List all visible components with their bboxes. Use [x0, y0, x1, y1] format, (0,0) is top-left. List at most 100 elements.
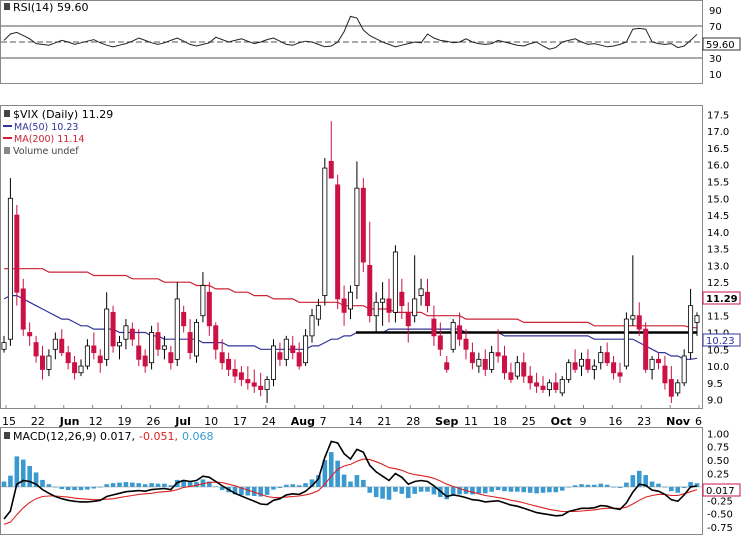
date-label: 25 [522, 415, 536, 428]
ma50-last-badge: 10.23 [702, 333, 741, 347]
candle-body [270, 345, 276, 380]
macd-hist-bar [540, 486, 546, 493]
rsi-tick-label: 10 [709, 70, 722, 81]
candle-body [681, 355, 687, 384]
rsi-tick-label: 90 [709, 6, 722, 17]
macd-tick-label: 0.50 [707, 456, 729, 467]
candle-body [399, 291, 405, 307]
candle-body [277, 352, 283, 360]
candle-body [457, 325, 463, 340]
macd-hist-bar [559, 486, 565, 491]
candle-body [97, 355, 103, 364]
candle-body [521, 362, 527, 377]
macd-hist-bar [104, 484, 109, 487]
price-tick-label: 16.5 [707, 144, 729, 155]
macd-hist-bar [149, 483, 154, 487]
candle-body [296, 352, 302, 367]
macd-hist-bar [688, 482, 693, 487]
candle-body [78, 365, 84, 374]
macd-hist-bar [33, 472, 39, 487]
macd-hist-bar [162, 483, 167, 487]
vix-title: $VIX (Daily) 11.29 [13, 108, 113, 121]
candle-body [20, 288, 26, 330]
candle-body [675, 382, 681, 394]
macd-hist-bar [367, 486, 373, 493]
candle-body [200, 285, 206, 317]
rsi-last-badge: 59.60 [702, 37, 741, 51]
macd-hist-bar [476, 486, 482, 494]
candle-body [226, 358, 232, 370]
candle-body [104, 308, 110, 360]
candle-body [328, 160, 334, 179]
price-tick-label: 15.0 [707, 194, 729, 205]
date-label: Jul [174, 415, 191, 428]
macd-hist-bar [219, 486, 225, 491]
macd-hist-bar [399, 486, 405, 494]
macd-hist-bar [611, 486, 616, 488]
macd-hist-bar [636, 470, 642, 487]
candle-body [91, 345, 97, 354]
macd-hist-bar [386, 486, 392, 500]
macd-hist-bar [444, 486, 450, 500]
macd-hist-value: 0.068 [182, 430, 214, 443]
candle-body [566, 362, 572, 380]
rsi-badge-text: 59.60 [706, 40, 735, 51]
candle-body [656, 358, 662, 364]
macd-hist-bar [675, 486, 681, 493]
macd-hist-bar [168, 485, 174, 487]
macd-hist-bar [662, 486, 668, 488]
date-label: Nov [666, 415, 691, 428]
date-label: 17 [233, 415, 247, 428]
candle-body [585, 358, 591, 370]
macd-hist-bar [27, 466, 32, 487]
date-label: 18 [493, 415, 507, 428]
macd-hist-bar [579, 484, 584, 487]
price-tick-label: 13.5 [707, 245, 729, 256]
candle-body [258, 385, 264, 390]
rsi-legend-swatch [4, 3, 10, 10]
macd-tick-label: 1.00 [707, 429, 729, 440]
candle-body [373, 301, 379, 317]
candle-body [7, 197, 13, 340]
macd-hist-bar [155, 483, 161, 487]
candle-body [360, 187, 366, 263]
date-label: 9 [580, 415, 587, 428]
price-tick-label: 14.5 [707, 211, 729, 222]
candle-body [623, 318, 629, 367]
macd-hist-bar [508, 486, 514, 492]
candle-body [688, 305, 694, 354]
date-label: Jun [59, 415, 80, 428]
candle-body [367, 264, 373, 317]
vix-legend-swatch [4, 110, 10, 117]
candle-body [290, 345, 296, 354]
candle-body [40, 355, 46, 370]
price-tick-label: 15.5 [707, 178, 729, 189]
candle-body [482, 358, 488, 370]
candle-body [643, 328, 649, 370]
macd-hist-bar [502, 486, 507, 492]
date-label: 12 [89, 415, 103, 428]
candle-body [264, 379, 270, 390]
candle-body [46, 355, 52, 370]
price-tick-label: 17.0 [707, 127, 729, 138]
candle-body [161, 345, 167, 350]
candle-body [123, 325, 129, 340]
candle-body [213, 325, 219, 350]
macd-hist-bar [694, 483, 700, 487]
date-label: Oct [551, 415, 572, 428]
date-label: 16 [608, 415, 622, 428]
macd-badge-box [702, 483, 741, 497]
macd-hist-bar [194, 482, 199, 487]
macd-hist-bar [78, 486, 84, 491]
macd-hist-bar [91, 486, 97, 489]
candle-body [546, 382, 552, 390]
candle-body [405, 311, 411, 327]
vix-badge-text: 11.29 [706, 294, 738, 305]
ma50-line [3, 295, 698, 360]
candle-body [431, 318, 437, 337]
macd-hist-bar [425, 486, 430, 492]
macd-hist-bar [232, 486, 238, 495]
candle-body [136, 345, 142, 360]
candle-body [72, 362, 78, 374]
candle-body [604, 352, 610, 364]
